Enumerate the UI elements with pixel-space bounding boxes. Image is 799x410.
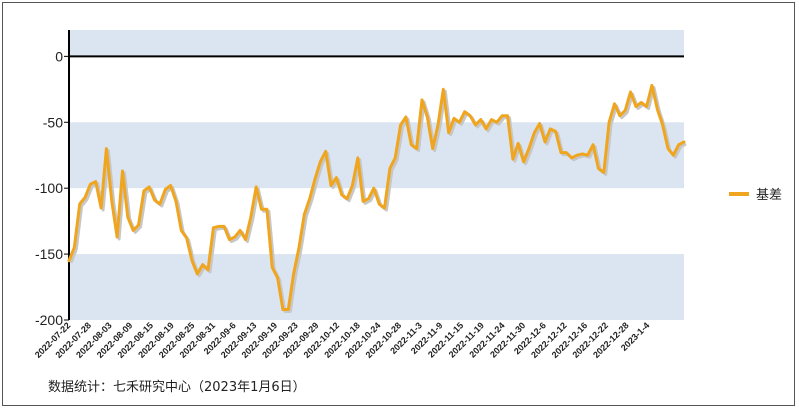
axes: 0-50-100-150-2002022-07-222022-07-282022… (33, 30, 684, 360)
background-band-2 (69, 254, 684, 320)
background-bands (69, 30, 684, 320)
y-tick-label: 0 (55, 48, 63, 64)
source-note: 数据统计：七禾研究中心（2023年1月6日） (48, 380, 306, 395)
legend: 基差 (729, 188, 782, 203)
y-tick-label: -100 (35, 180, 63, 196)
background-band-0 (69, 30, 684, 57)
series-line-basis (67, 83, 686, 311)
y-tick-label: -50 (43, 114, 63, 130)
series-layer (67, 83, 687, 313)
y-tick-label: -150 (35, 246, 63, 262)
y-tick-label: -200 (35, 312, 63, 328)
legend-label: 基差 (756, 188, 782, 203)
chart-frame (2, 2, 795, 406)
